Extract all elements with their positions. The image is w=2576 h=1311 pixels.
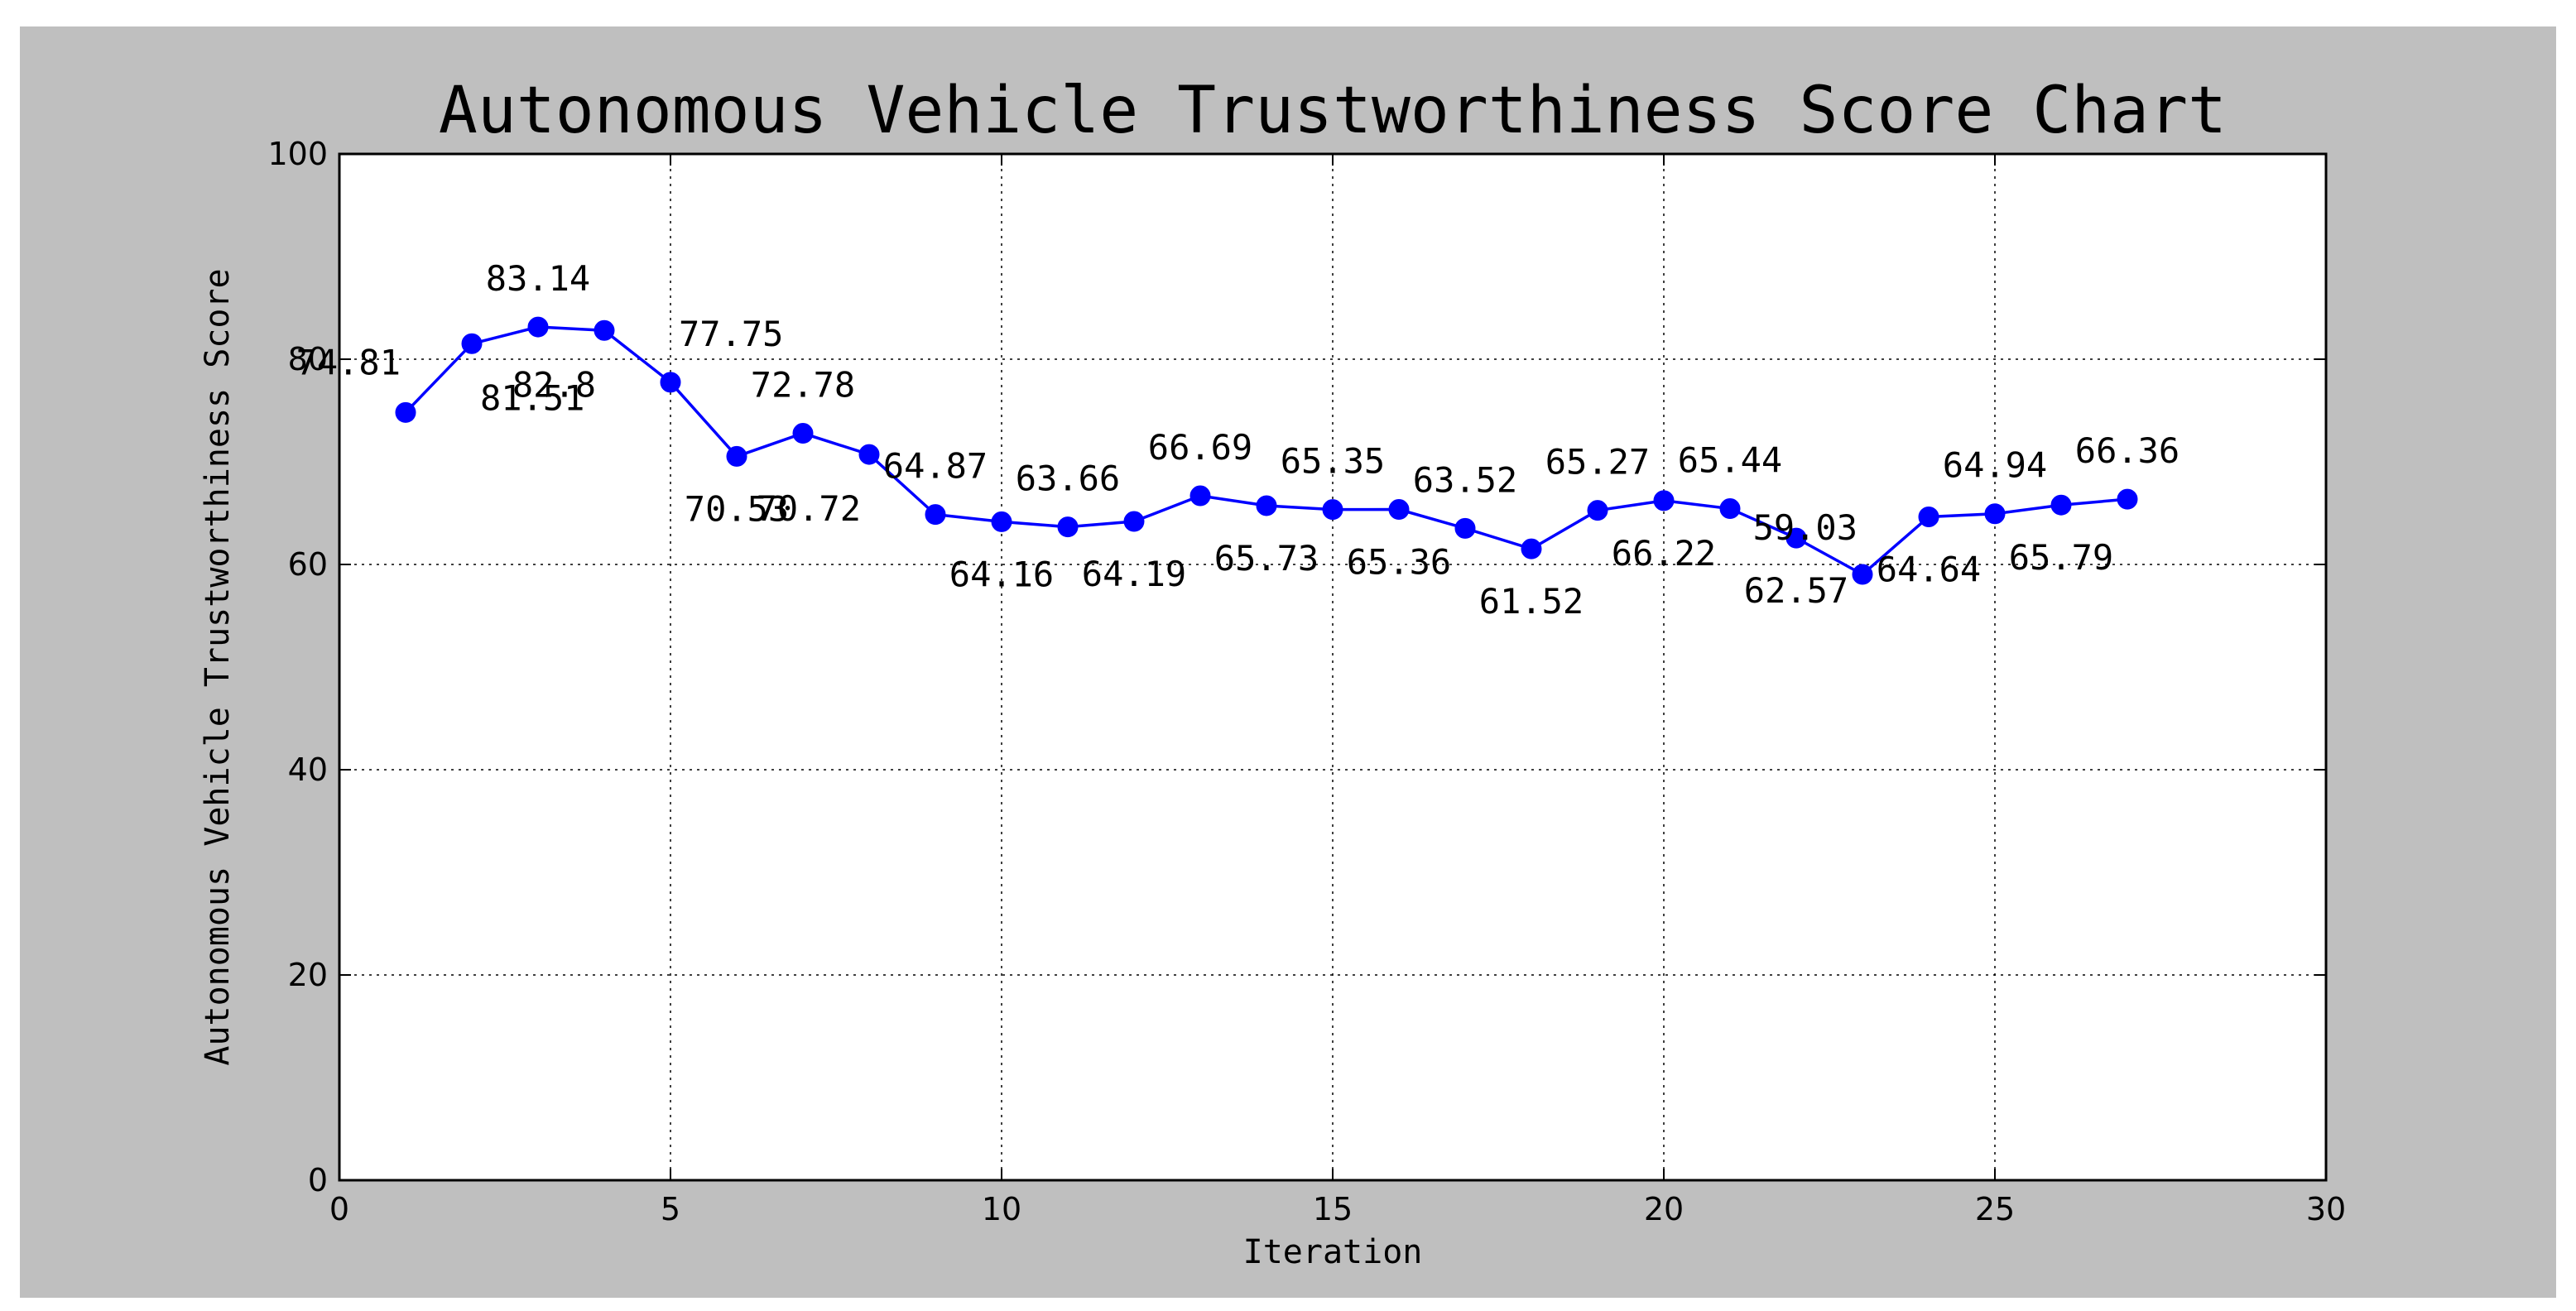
- data-label: 62.57: [1744, 570, 1848, 611]
- y-tick-label: 0: [308, 1162, 328, 1198]
- chart-figure: 0 5 10 15 20 25 30 0 20 40 60 80 100 74.81 81.51 83.1…: [20, 26, 2556, 1298]
- data-label: 81.51: [480, 377, 584, 418]
- data-point: [792, 423, 814, 444]
- data-label: 66.22: [1612, 533, 1716, 574]
- data-point: [1256, 495, 1277, 516]
- data-point: [594, 319, 615, 341]
- data-point: [2117, 488, 2138, 510]
- data-label: 70.53: [685, 488, 789, 529]
- data-label: 63.66: [1016, 459, 1120, 499]
- data-point: [527, 316, 549, 338]
- plot-area: [339, 154, 2326, 1180]
- data-point: [1918, 506, 1939, 527]
- data-point: [1189, 485, 1211, 507]
- data-label: 65.35: [1281, 441, 1385, 482]
- data-point: [1719, 498, 1741, 520]
- data-label: 66.36: [2075, 430, 2180, 471]
- data-label: 59.03: [1753, 507, 1858, 548]
- data-label: 74.81: [296, 342, 401, 382]
- data-point: [461, 333, 483, 354]
- data-label: 64.94: [1943, 445, 2047, 486]
- data-label: 77.75: [679, 314, 783, 354]
- data-point: [2050, 494, 2072, 516]
- data-point: [925, 504, 946, 526]
- data-label: 64.19: [1082, 554, 1186, 594]
- plot-frame: [338, 152, 2328, 1182]
- data-point: [1521, 538, 1542, 559]
- x-tick-labels: 0 5 10 15 20 25 30: [329, 1191, 2346, 1227]
- data-label: 64.64: [1877, 549, 1981, 589]
- data-point: [1057, 516, 1079, 538]
- data-point: [1653, 490, 1675, 511]
- data-point: [660, 372, 681, 393]
- data-label: 61.52: [1479, 581, 1584, 622]
- grid-lines: [339, 154, 2326, 1180]
- y-tick-label: 100: [267, 136, 328, 172]
- data-point: [1785, 527, 1807, 549]
- data-point: [1587, 500, 1608, 521]
- y-tick-label: 80: [288, 341, 328, 377]
- x-tick-label: 25: [1975, 1191, 2015, 1227]
- x-tick-label: 30: [2306, 1191, 2346, 1227]
- data-point: [1852, 564, 1873, 585]
- data-points: [395, 316, 2138, 585]
- data-point: [1322, 499, 1343, 521]
- x-tick-label: 10: [982, 1191, 1021, 1227]
- data-point: [726, 445, 747, 467]
- x-tick-label: 20: [1644, 1191, 1684, 1227]
- data-point: [1454, 517, 1476, 539]
- chart-title: Autonomous Vehicle Trustworthiness Score…: [439, 74, 2227, 148]
- data-label: 70.72: [757, 488, 861, 529]
- data-point: [1388, 499, 1410, 521]
- data-label: 65.36: [1347, 542, 1451, 583]
- x-tick-label: 5: [661, 1191, 680, 1227]
- x-tick-label: 15: [1313, 1191, 1353, 1227]
- data-point: [1123, 511, 1145, 532]
- y-tick-labels: 0 20 40 60 80 100: [267, 136, 328, 1198]
- data-label: 64.16: [949, 554, 1054, 594]
- line-chart: 0 5 10 15 20 25 30 0 20 40 60 80 100 74.81 81.51 83.1…: [199, 74, 2346, 1271]
- data-point: [858, 444, 880, 465]
- data-label: 65.27: [1545, 442, 1650, 483]
- data-label: 64.87: [883, 446, 988, 487]
- data-point: [1984, 503, 2006, 525]
- y-tick-label: 40: [288, 752, 328, 788]
- x-axis-label: Iteration: [1243, 1233, 1423, 1271]
- data-label: 65.73: [1214, 538, 1319, 579]
- data-label: 83.14: [486, 258, 590, 299]
- data-point: [991, 511, 1012, 532]
- data-label: 65.79: [2009, 537, 2113, 578]
- data-label: 65.44: [1678, 440, 1782, 481]
- y-axis-label: Autonomous Vehicle Trustworthiness Score: [199, 268, 237, 1065]
- data-label: 66.69: [1148, 427, 1252, 468]
- y-tick-label: 60: [288, 546, 328, 583]
- data-label: 82.8: [512, 364, 596, 405]
- data-label: 63.52: [1413, 459, 1517, 500]
- data-label: 72.78: [751, 365, 855, 406]
- data-labels: 74.81 81.51 83.14 82.8 77.75 70.53 72.78 70.72 6…: [296, 258, 2180, 622]
- data-point: [395, 401, 416, 423]
- x-tick-label: 0: [329, 1191, 349, 1227]
- y-tick-label: 20: [288, 957, 328, 993]
